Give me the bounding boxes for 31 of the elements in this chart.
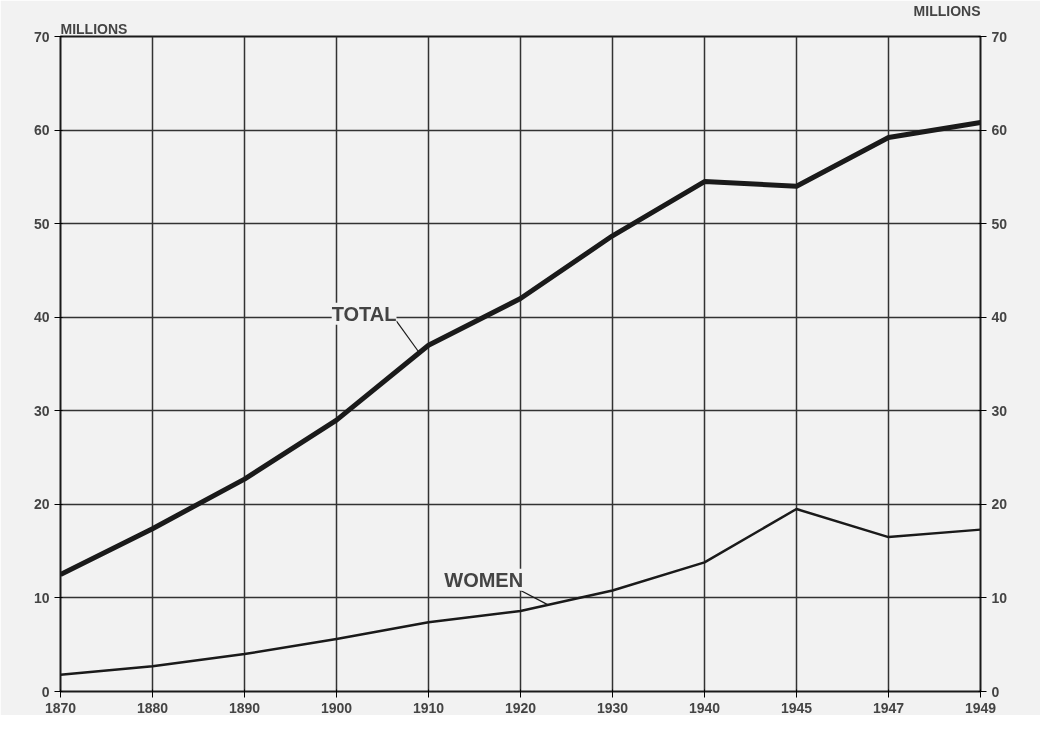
y2-axis-title: MILLIONS	[913, 2, 981, 19]
y2-tick-label: 70	[991, 28, 1008, 45]
y-axis-title: MILLIONS	[60, 20, 128, 37]
x-tick-label: 1910	[412, 699, 445, 716]
y2-tick-label: 60	[991, 122, 1008, 139]
x-tick-label: 1930	[596, 699, 629, 716]
y2-tick-label: 20	[991, 496, 1008, 513]
x-tick-label: 1940	[688, 699, 721, 716]
y-tick-label: 30	[33, 402, 50, 419]
y-tick-label: 40	[33, 309, 50, 326]
y-tick-label: 70	[33, 28, 50, 45]
series-label: TOTAL	[331, 302, 397, 325]
x-tick-label: 1900	[320, 699, 353, 716]
x-tick-label: 1949	[964, 699, 997, 716]
y-tick-label: 20	[33, 496, 50, 513]
y-tick-label: 50	[33, 215, 50, 232]
x-tick-label: 1890	[228, 699, 261, 716]
y2-tick-label: 50	[991, 215, 1008, 232]
y2-tick-label: 40	[991, 309, 1008, 326]
x-tick-label: 1920	[504, 699, 537, 716]
series-label: WOMEN	[444, 568, 524, 591]
y2-tick-label: 0	[991, 683, 1000, 700]
x-tick-label: 1947	[872, 699, 905, 716]
y2-tick-label: 30	[991, 402, 1008, 419]
y2-tick-label: 10	[991, 589, 1008, 606]
x-tick-label: 1870	[44, 699, 77, 716]
x-tick-label: 1880	[136, 699, 169, 716]
y-tick-label: 0	[41, 683, 50, 700]
x-tick-label: 1945	[780, 699, 813, 716]
y-tick-label: 10	[33, 589, 50, 606]
y-tick-label: 60	[33, 122, 50, 139]
